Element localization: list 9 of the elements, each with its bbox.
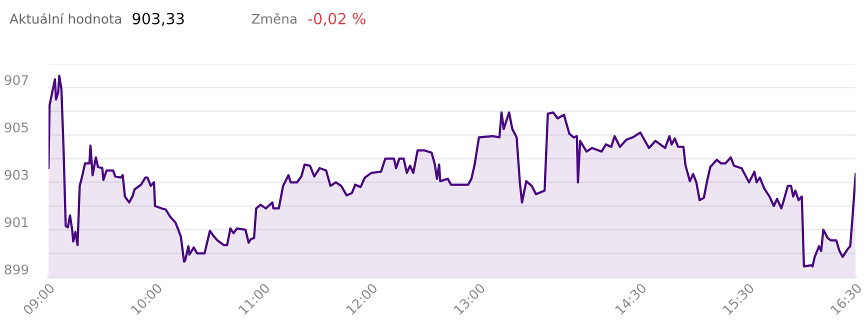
y-tick-label: 901 (4, 217, 28, 228)
text: 903,33 (132, 12, 184, 26)
text: Aktuální hodnota (10, 13, 122, 24)
y-tick-label: 903 (4, 170, 28, 180)
y-tick-label: 899 (4, 264, 28, 274)
y-tick-label: 907 (4, 75, 28, 86)
text: -0,02 % (308, 12, 366, 26)
text: Změna (252, 13, 296, 24)
y-tick-label: 905 (4, 122, 28, 132)
